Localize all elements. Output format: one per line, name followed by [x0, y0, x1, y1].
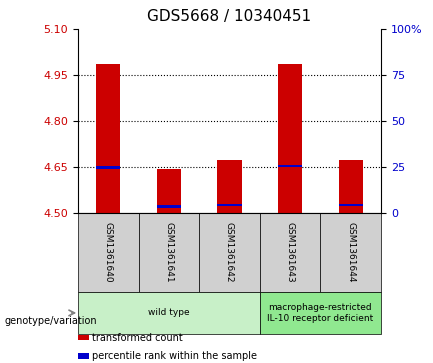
Text: GSM1361644: GSM1361644 — [346, 222, 355, 283]
Bar — [157, 205, 181, 208]
Bar — [217, 160, 242, 213]
Bar — [339, 160, 363, 213]
Bar — [278, 64, 302, 213]
Text: GSM1361643: GSM1361643 — [286, 222, 294, 283]
Bar — [278, 165, 302, 167]
Title: GDS5668 / 10340451: GDS5668 / 10340451 — [147, 9, 312, 24]
Text: transformed count: transformed count — [92, 333, 183, 343]
Bar — [339, 204, 363, 206]
Text: genotype/variation: genotype/variation — [4, 316, 97, 326]
Text: percentile rank within the sample: percentile rank within the sample — [92, 351, 257, 361]
Text: GSM1361641: GSM1361641 — [165, 222, 173, 283]
FancyBboxPatch shape — [320, 213, 381, 292]
Text: wild type: wild type — [148, 309, 190, 317]
Text: macrophage-restricted
IL-10 receptor deficient: macrophage-restricted IL-10 receptor def… — [267, 303, 374, 323]
FancyBboxPatch shape — [260, 292, 381, 334]
Bar — [217, 204, 242, 206]
FancyBboxPatch shape — [139, 213, 199, 292]
Bar — [96, 64, 120, 213]
FancyBboxPatch shape — [260, 213, 320, 292]
Text: GSM1361642: GSM1361642 — [225, 222, 234, 283]
Bar — [96, 166, 120, 169]
FancyBboxPatch shape — [199, 213, 260, 292]
Text: GSM1361640: GSM1361640 — [104, 222, 113, 283]
Bar — [157, 168, 181, 213]
FancyBboxPatch shape — [78, 213, 139, 292]
FancyBboxPatch shape — [78, 292, 260, 334]
